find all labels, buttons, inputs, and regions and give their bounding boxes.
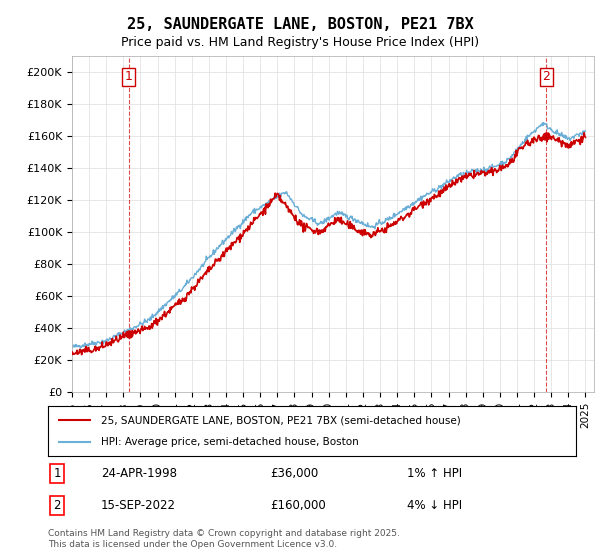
Text: Price paid vs. HM Land Registry's House Price Index (HPI): Price paid vs. HM Land Registry's House …	[121, 36, 479, 49]
Text: 24-APR-1998: 24-APR-1998	[101, 467, 177, 480]
Text: Contains HM Land Registry data © Crown copyright and database right 2025.
This d: Contains HM Land Registry data © Crown c…	[48, 529, 400, 549]
Text: 25, SAUNDERGATE LANE, BOSTON, PE21 7BX (semi-detached house): 25, SAUNDERGATE LANE, BOSTON, PE21 7BX (…	[101, 415, 461, 425]
Text: 1: 1	[53, 467, 61, 480]
Text: 15-SEP-2022: 15-SEP-2022	[101, 499, 176, 512]
Text: 25, SAUNDERGATE LANE, BOSTON, PE21 7BX: 25, SAUNDERGATE LANE, BOSTON, PE21 7BX	[127, 17, 473, 32]
Text: £36,000: £36,000	[270, 467, 318, 480]
Text: £160,000: £160,000	[270, 499, 326, 512]
Text: 2: 2	[53, 499, 61, 512]
Text: 2: 2	[542, 71, 550, 83]
Text: HPI: Average price, semi-detached house, Boston: HPI: Average price, semi-detached house,…	[101, 437, 359, 447]
Text: 4% ↓ HPI: 4% ↓ HPI	[407, 499, 462, 512]
Text: 1% ↑ HPI: 1% ↑ HPI	[407, 467, 462, 480]
Text: 1: 1	[125, 71, 133, 83]
